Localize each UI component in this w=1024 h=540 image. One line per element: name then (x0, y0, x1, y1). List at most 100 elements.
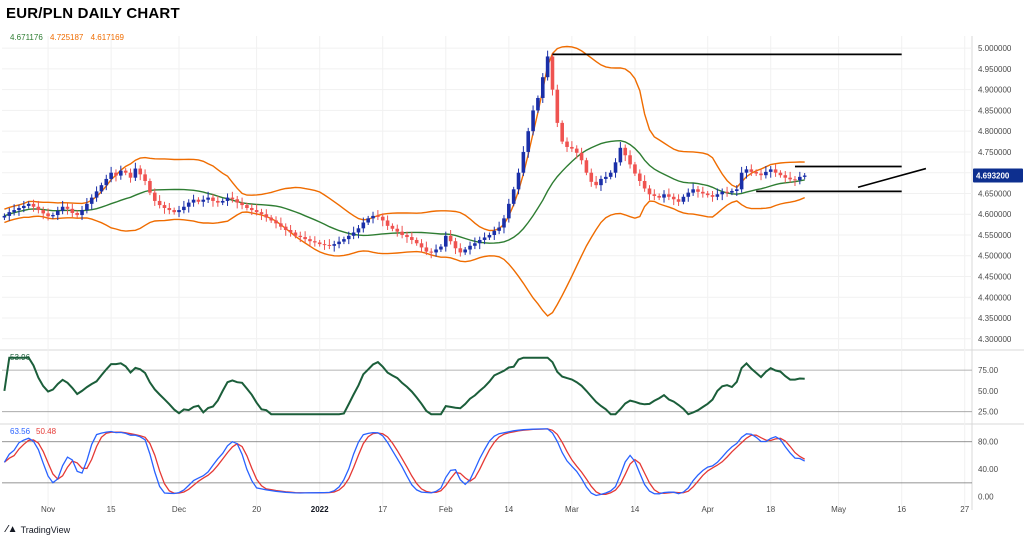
y-tick-label: 5.000000 (978, 44, 1012, 53)
candle-body (555, 89, 560, 123)
candle-body (429, 251, 434, 253)
candle-body (705, 193, 710, 196)
stoch-k-line (3, 428, 806, 497)
candle-body (70, 208, 75, 213)
rsi-tick-label: 50.00 (978, 387, 999, 396)
candle-body (133, 168, 138, 178)
candle-body (211, 197, 215, 201)
candle-body (75, 212, 79, 216)
footer-brand: ⁄▲ TradingView (6, 524, 70, 535)
candle-body (395, 228, 400, 232)
candle-body (283, 226, 288, 230)
indicator-values-legend: 4.671176 4.725187 4.617169 (10, 33, 129, 42)
candle-body (589, 172, 594, 182)
candle-body (26, 203, 31, 206)
middle-band-line (4, 139, 805, 244)
candle-body (482, 237, 487, 240)
candle-body (371, 215, 375, 219)
candle-body (119, 170, 123, 176)
candle-body (642, 181, 647, 189)
candle-body (167, 207, 172, 211)
candle-body (691, 189, 695, 193)
candle-body (46, 213, 50, 217)
upper-band-line (4, 45, 805, 232)
candle-body (734, 189, 739, 191)
candle-body (162, 205, 167, 208)
candle-body (468, 245, 472, 250)
candle-body (60, 206, 65, 211)
candle-body (502, 218, 506, 228)
candle-body (657, 195, 661, 198)
candle-body (739, 172, 744, 190)
candle-body (313, 241, 317, 243)
candle-body (303, 237, 307, 240)
stoch-k-label: 63.56 (10, 427, 31, 436)
candle-body (36, 206, 41, 211)
candle-body (793, 179, 797, 181)
candle-body (744, 169, 749, 173)
candle-body (152, 192, 157, 201)
candle-body (453, 241, 458, 249)
candle-body (560, 122, 564, 142)
candle-body (264, 214, 269, 218)
candle-body (671, 196, 676, 200)
candle-body (628, 155, 632, 165)
middle-band-value: 4.671176 (10, 33, 43, 42)
x-tick-label: Apr (701, 505, 714, 514)
rsi-panel: 75.00 50.00 25.00 53.96 (2, 353, 999, 417)
candle-body (249, 207, 254, 211)
y-tick-label: 4.500000 (978, 252, 1012, 261)
candle-body (220, 200, 225, 203)
candle-body (647, 188, 652, 195)
candle-body (337, 241, 341, 245)
candle-body (274, 220, 278, 224)
x-tick-label: 14 (630, 505, 639, 514)
candle-body (31, 203, 36, 207)
candle-body (89, 197, 94, 204)
candle-body (201, 199, 206, 202)
stoch-tick-label: 0.00 (978, 493, 994, 502)
y-tick-label: 4.400000 (978, 293, 1012, 302)
annotation-lines (552, 53, 927, 193)
candle-body (385, 220, 390, 226)
candle-body (604, 176, 608, 179)
candle-body (768, 169, 773, 172)
x-tick-label: 15 (107, 505, 116, 514)
y-tick-label: 4.650000 (978, 189, 1012, 198)
candle-body (458, 248, 463, 253)
rsi-tick-label: 75.00 (978, 366, 999, 375)
candle-body (172, 210, 176, 213)
candle-body (22, 205, 26, 208)
gridlines (0, 36, 1024, 510)
y-tick-label: 4.300000 (978, 335, 1012, 344)
candle-body (720, 191, 725, 195)
candle-body (492, 230, 497, 235)
candle-body (351, 232, 356, 236)
upper-band-value: 4.725187 (50, 33, 84, 42)
stochastic-panel: 80.00 40.00 0.00 63.56 50.48 (2, 427, 999, 502)
candle-body (570, 146, 574, 149)
candle-body (516, 172, 521, 190)
y-tick-label: 4.850000 (978, 106, 1012, 115)
y-tick-label: 4.600000 (978, 210, 1012, 219)
price-axis: 5.000000 4.950000 4.900000 4.850000 4.800000… (978, 44, 1012, 344)
stoch-d-line (3, 428, 806, 495)
tradingview-logo-icon: ⁄▲ (6, 524, 18, 535)
candle-body (773, 169, 778, 173)
trend-line (857, 167, 927, 189)
x-tick-label: 2022 (311, 505, 329, 514)
y-tick-label: 4.450000 (978, 272, 1012, 281)
candle-body (730, 190, 734, 193)
candle-body (540, 77, 545, 98)
candle-body (138, 168, 143, 175)
candle-body (608, 172, 613, 177)
candle-body (410, 237, 414, 240)
candle-body (376, 215, 380, 217)
candle-body (710, 195, 715, 197)
candle-body (114, 172, 118, 176)
x-tick-label: Dec (172, 505, 186, 514)
candle-body (526, 131, 531, 152)
chart-title: EUR/PLN DAILY CHART (6, 5, 180, 22)
candle-body (55, 210, 60, 216)
